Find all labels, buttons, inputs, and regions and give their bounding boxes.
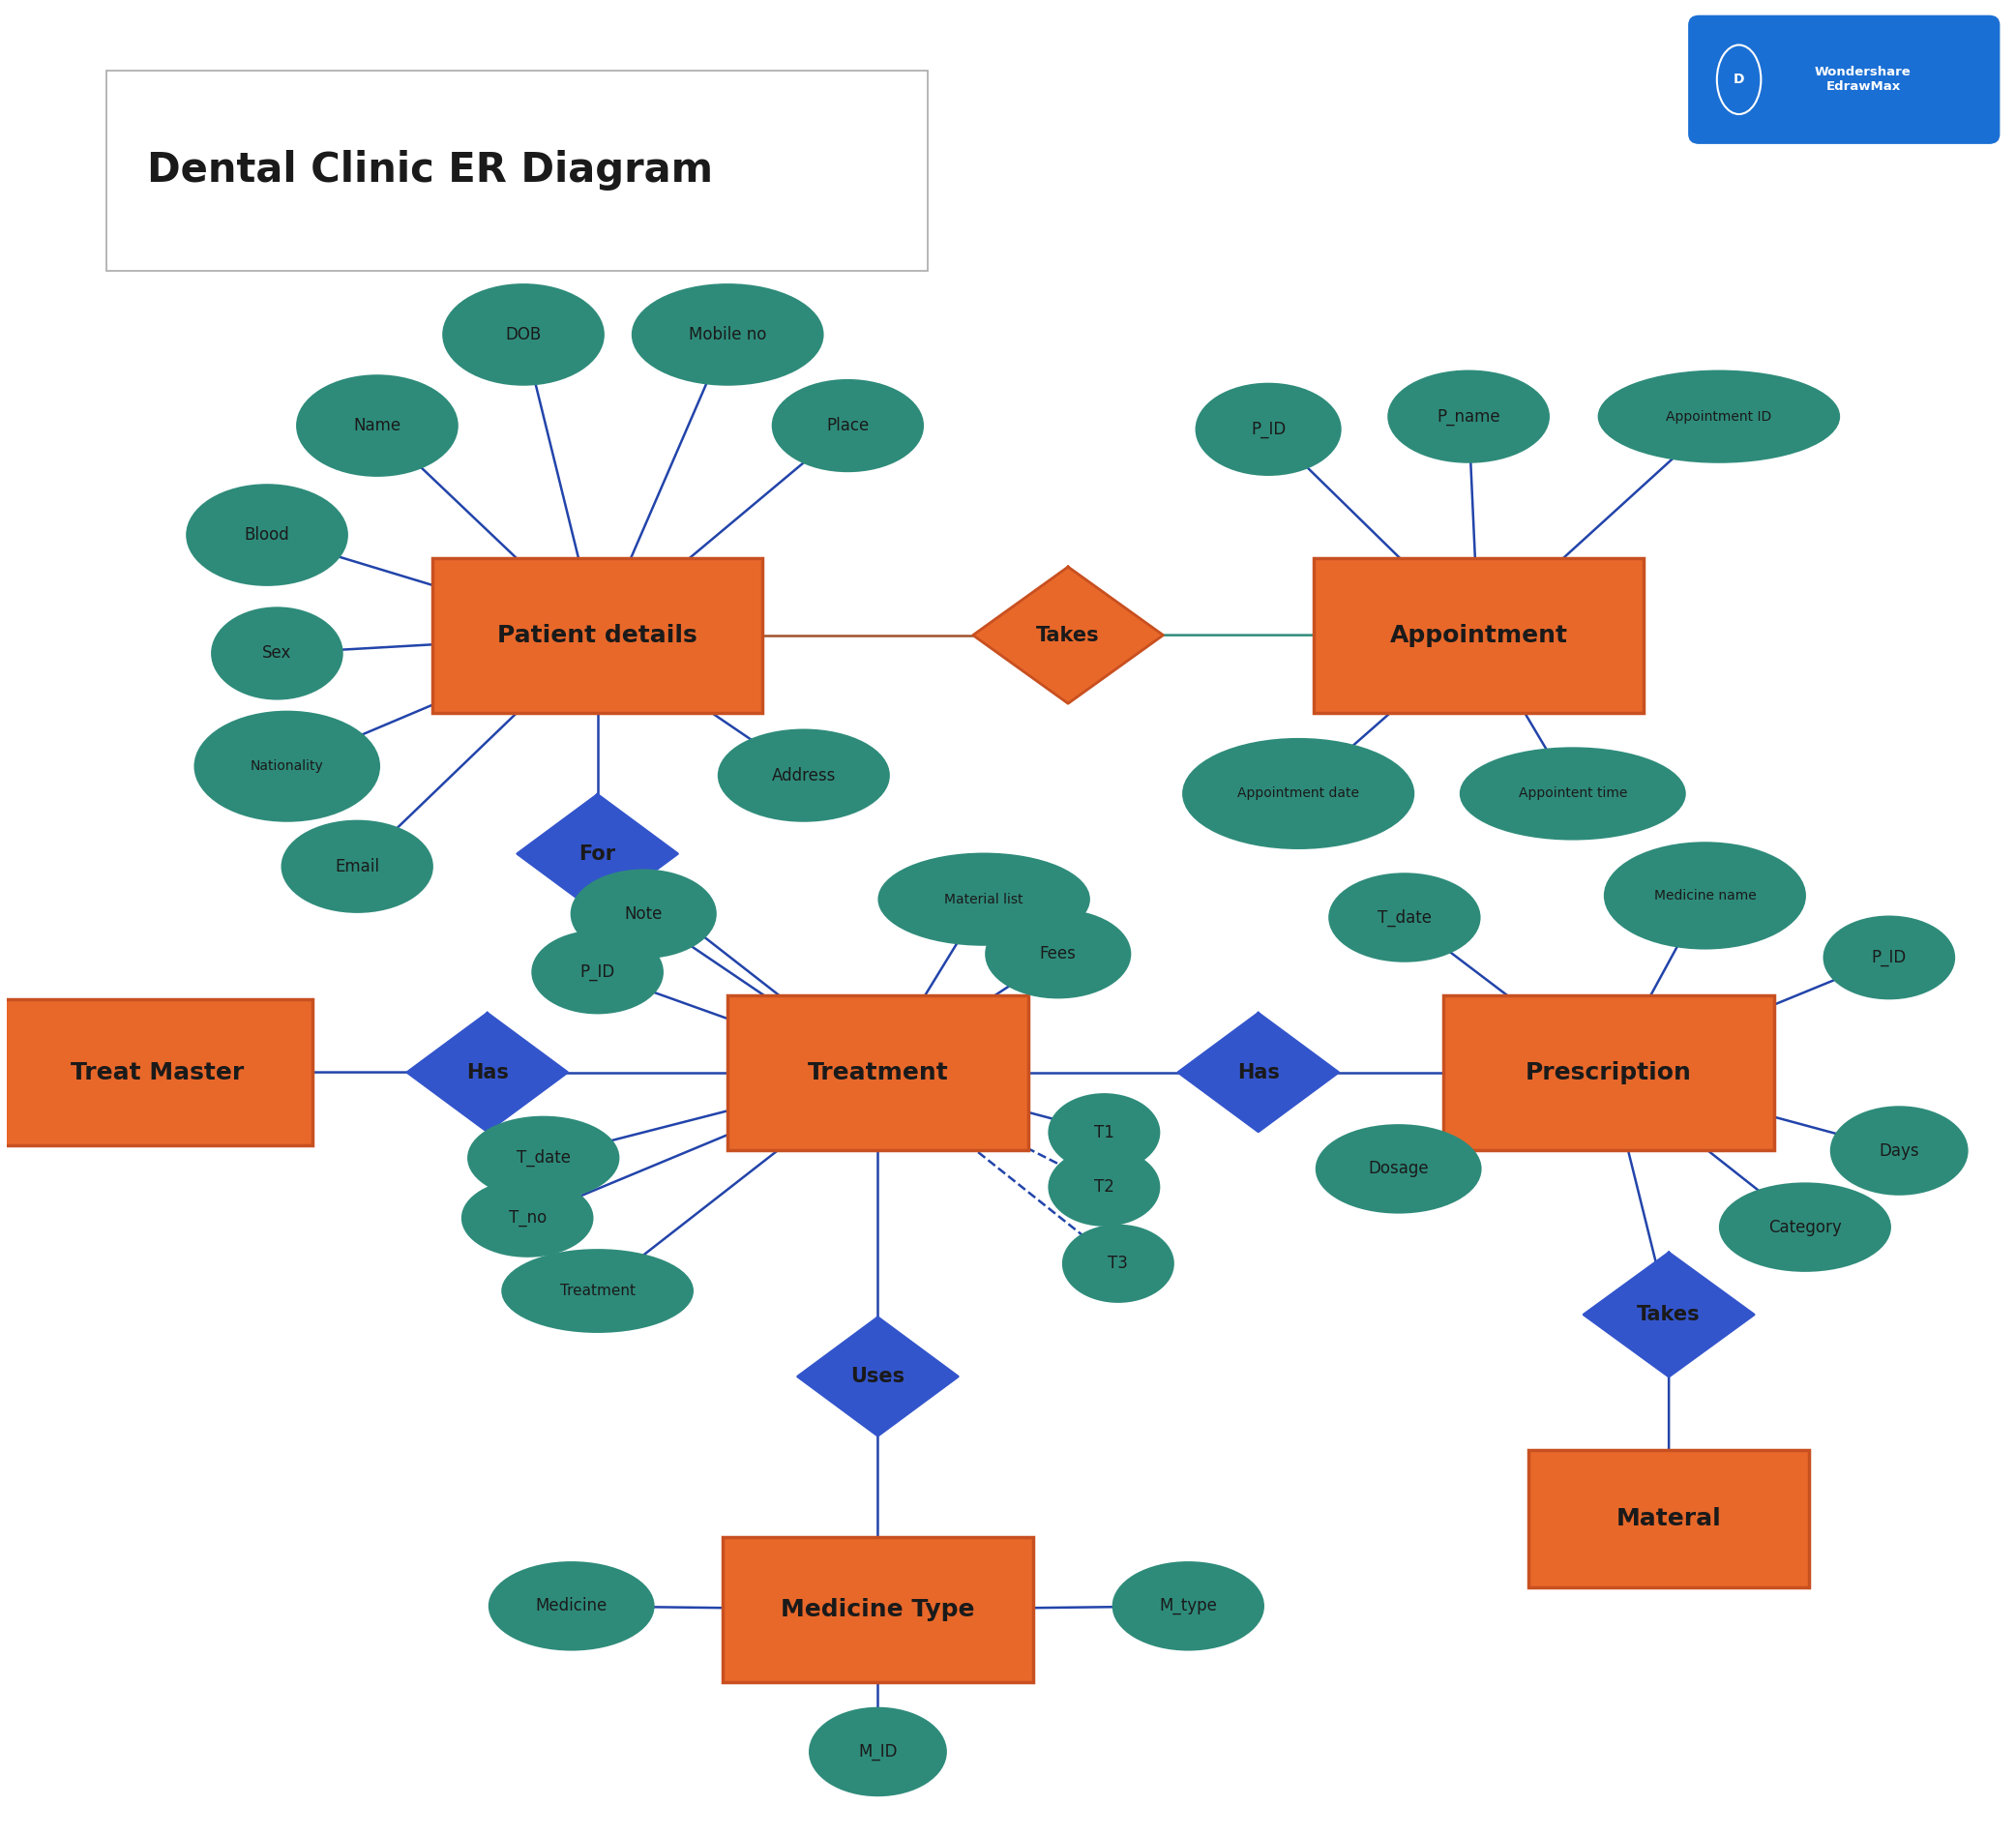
- Text: T2: T2: [1095, 1178, 1115, 1196]
- FancyBboxPatch shape: [431, 558, 762, 712]
- Ellipse shape: [444, 284, 603, 385]
- Ellipse shape: [1195, 384, 1341, 475]
- Ellipse shape: [633, 284, 823, 385]
- Text: P_name: P_name: [1437, 407, 1500, 426]
- Ellipse shape: [187, 484, 347, 585]
- FancyBboxPatch shape: [1443, 995, 1774, 1151]
- FancyBboxPatch shape: [2, 1000, 312, 1145]
- Text: Treat Master: Treat Master: [71, 1061, 244, 1084]
- Ellipse shape: [1389, 371, 1548, 462]
- Text: Note: Note: [625, 905, 663, 923]
- Text: Medicine: Medicine: [536, 1596, 607, 1615]
- Text: Has: Has: [466, 1062, 508, 1083]
- Ellipse shape: [1605, 842, 1804, 949]
- Text: Dental Clinic ER Diagram: Dental Clinic ER Diagram: [147, 150, 714, 191]
- Ellipse shape: [490, 1562, 653, 1650]
- Text: Appointent time: Appointent time: [1518, 787, 1627, 800]
- Ellipse shape: [502, 1250, 694, 1332]
- Text: Days: Days: [1879, 1141, 1919, 1160]
- Text: M_type: M_type: [1159, 1596, 1218, 1615]
- Ellipse shape: [1113, 1562, 1264, 1650]
- Polygon shape: [974, 567, 1163, 703]
- Polygon shape: [1585, 1253, 1754, 1376]
- Ellipse shape: [1048, 1094, 1159, 1171]
- Ellipse shape: [1831, 1107, 1968, 1195]
- Text: P_ID: P_ID: [581, 963, 615, 982]
- Text: Nationality: Nationality: [250, 760, 325, 773]
- Text: Medicine Type: Medicine Type: [780, 1598, 976, 1622]
- Text: Appointment date: Appointment date: [1238, 787, 1359, 800]
- Text: Email: Email: [335, 857, 379, 875]
- Ellipse shape: [1824, 918, 1954, 998]
- Ellipse shape: [1720, 1184, 1891, 1272]
- Text: Blood: Blood: [244, 527, 290, 543]
- Text: DOB: DOB: [506, 327, 542, 343]
- FancyBboxPatch shape: [107, 70, 927, 272]
- Text: P_ID: P_ID: [1871, 949, 1907, 967]
- Ellipse shape: [1718, 46, 1760, 114]
- Polygon shape: [1177, 1013, 1339, 1132]
- Text: Treatment: Treatment: [560, 1284, 635, 1297]
- Text: Prescription: Prescription: [1526, 1061, 1691, 1084]
- Text: Fees: Fees: [1040, 945, 1077, 963]
- Text: T3: T3: [1109, 1255, 1129, 1272]
- FancyBboxPatch shape: [1312, 558, 1643, 712]
- Text: T1: T1: [1095, 1123, 1115, 1141]
- Text: T_no: T_no: [508, 1209, 546, 1228]
- Text: Category: Category: [1768, 1218, 1843, 1235]
- FancyBboxPatch shape: [1528, 1450, 1808, 1587]
- Text: Appointment: Appointment: [1389, 624, 1568, 646]
- Text: T_date: T_date: [1377, 908, 1431, 927]
- Ellipse shape: [571, 870, 716, 958]
- Text: Medicine name: Medicine name: [1653, 888, 1756, 903]
- Text: Has: Has: [1238, 1062, 1280, 1083]
- Ellipse shape: [212, 607, 343, 699]
- Text: For: For: [579, 844, 617, 864]
- Ellipse shape: [1062, 1226, 1173, 1301]
- FancyBboxPatch shape: [728, 995, 1028, 1151]
- Ellipse shape: [1329, 873, 1480, 962]
- Text: Uses: Uses: [851, 1367, 905, 1385]
- Text: Name: Name: [353, 417, 401, 435]
- Ellipse shape: [468, 1118, 619, 1198]
- Ellipse shape: [196, 712, 379, 820]
- Ellipse shape: [1316, 1125, 1480, 1213]
- Ellipse shape: [986, 910, 1131, 998]
- FancyBboxPatch shape: [722, 1538, 1032, 1683]
- Ellipse shape: [532, 930, 663, 1013]
- Text: P_ID: P_ID: [1250, 420, 1286, 439]
- Text: Material list: Material list: [946, 892, 1024, 906]
- Polygon shape: [518, 795, 677, 914]
- Polygon shape: [798, 1318, 958, 1435]
- FancyBboxPatch shape: [1689, 17, 2000, 143]
- Text: Place: Place: [827, 417, 869, 435]
- Text: Takes: Takes: [1637, 1305, 1702, 1325]
- Text: Sex: Sex: [262, 644, 292, 662]
- Ellipse shape: [879, 853, 1089, 945]
- Text: Materal: Materal: [1617, 1507, 1722, 1530]
- Text: M_ID: M_ID: [859, 1743, 897, 1760]
- Text: Patient details: Patient details: [498, 624, 698, 646]
- Text: Wondershare
EdrawMax: Wondershare EdrawMax: [1814, 66, 1911, 94]
- Text: Takes: Takes: [1036, 626, 1101, 644]
- Ellipse shape: [810, 1708, 946, 1795]
- Ellipse shape: [1183, 740, 1413, 848]
- Ellipse shape: [296, 376, 458, 475]
- Text: Treatment: Treatment: [806, 1061, 948, 1084]
- Text: Address: Address: [772, 767, 837, 784]
- Text: Mobile no: Mobile no: [689, 327, 766, 343]
- Text: D: D: [1734, 73, 1744, 86]
- Text: Dosage: Dosage: [1369, 1160, 1429, 1178]
- Ellipse shape: [1048, 1149, 1159, 1226]
- Ellipse shape: [1460, 749, 1685, 839]
- Ellipse shape: [718, 730, 889, 820]
- Text: Appointment ID: Appointment ID: [1665, 409, 1772, 424]
- Ellipse shape: [1599, 371, 1839, 462]
- Ellipse shape: [282, 820, 431, 912]
- Text: T_date: T_date: [516, 1149, 571, 1167]
- Ellipse shape: [462, 1180, 593, 1257]
- Polygon shape: [407, 1013, 566, 1132]
- Ellipse shape: [772, 380, 923, 472]
